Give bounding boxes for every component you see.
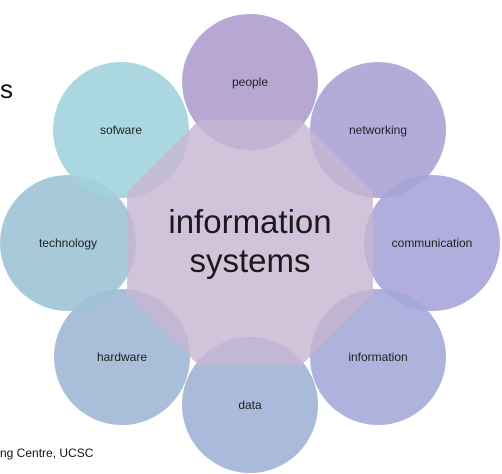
center-layer: information systems [127, 120, 373, 366]
node-label-people: people [232, 75, 268, 89]
node-circle-sofware [53, 62, 189, 198]
node-label-communication: communication [392, 236, 473, 250]
node-label-information: information [348, 350, 407, 364]
labels-layer: people networking communication information… [39, 75, 472, 412]
node-circle-information [310, 289, 446, 425]
center-octagon [127, 120, 373, 366]
node-label-data: data [238, 398, 262, 412]
node-label-sofware: sofware [100, 123, 142, 137]
center-label-line2: systems [189, 242, 310, 279]
node-circle-communication [364, 175, 500, 311]
node-circle-data [182, 337, 318, 473]
slide-footer: ng Centre, UCSC [0, 446, 94, 460]
slide-title-fragment: s [0, 74, 13, 104]
node-circle-people [182, 14, 318, 150]
node-label-technology: technology [39, 236, 97, 250]
node-circle-hardware [54, 289, 190, 425]
node-label-hardware: hardware [97, 350, 147, 364]
center-label-line1: information [168, 203, 331, 240]
node-label-networking: networking [349, 123, 407, 137]
node-circle-technology [0, 175, 136, 311]
